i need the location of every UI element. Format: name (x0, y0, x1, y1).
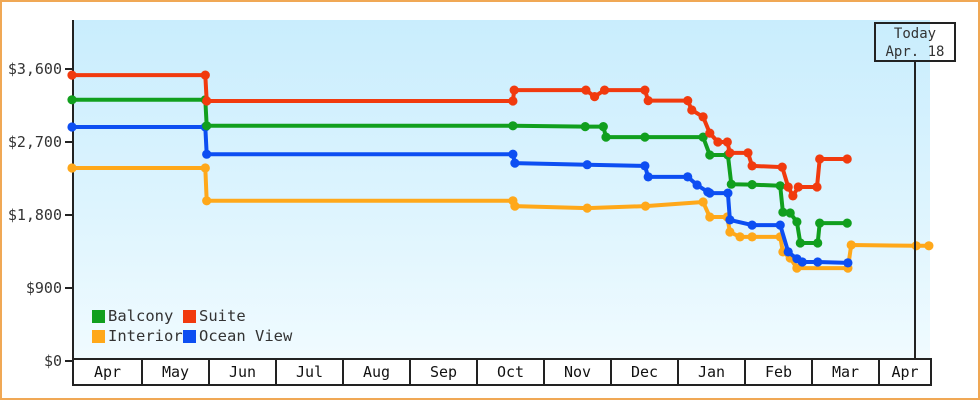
month-cell-jul-3: Jul (275, 360, 342, 384)
legend-item-balcony: Balcony (92, 307, 183, 325)
today-label: Today (893, 26, 937, 42)
legend-item-interior: Interior (92, 327, 183, 345)
month-cell-feb-10: Feb (744, 360, 811, 384)
legend-item-ocean-view: Ocean View (183, 327, 292, 345)
month-cell-may-1: May (141, 360, 208, 384)
y-tick-mark (65, 360, 72, 362)
month-cell-jan-9: Jan (677, 360, 744, 384)
legend-label: Ocean View (199, 327, 293, 345)
month-cell-oct-6: Oct (476, 360, 543, 384)
today-annotation: Today Apr. 18 (874, 22, 956, 62)
legend-swatch-ocean-view (183, 329, 196, 343)
legend: Balcony Suite Interior Ocean View (92, 306, 292, 346)
legend-swatch-balcony (92, 309, 105, 323)
y-tick-mark (65, 68, 72, 70)
legend-swatch-suite (183, 309, 196, 323)
y-tick-mark (65, 214, 72, 216)
today-marker-line (914, 62, 916, 358)
y-tick-label: $0 (43, 352, 62, 370)
x-axis-month-row: Apr May Jun Jul Aug Sep Oct Nov Dec Jan Feb Mar Apr (72, 358, 932, 386)
y-tick-label: $1,800 (7, 206, 62, 224)
month-cell-mar-11: Mar (811, 360, 878, 384)
y-tick-label: $2,700 (7, 133, 62, 151)
month-cell-jun-2: Jun (208, 360, 275, 384)
month-cell-apr-0: Apr (93, 363, 122, 381)
y-tick-mark (65, 141, 72, 143)
month-cell-nov-7: Nov (543, 360, 610, 384)
today-date: Apr. 18 (885, 44, 945, 60)
y-tick-mark (65, 287, 72, 289)
month-cell-dec-8: Dec (610, 360, 677, 384)
y-tick-label: $3,600 (7, 60, 62, 78)
legend-label: Balcony (108, 307, 174, 325)
month-cell-apr-12: Apr (878, 360, 930, 384)
legend-label: Suite (199, 307, 246, 325)
y-axis (72, 20, 74, 360)
legend-item-suite: Suite (183, 307, 246, 325)
y-tick-label: $900 (25, 279, 62, 297)
legend-label: Interior (108, 327, 183, 345)
month-cell-aug-4: Aug (342, 360, 409, 384)
month-cell-sep-5: Sep (409, 360, 476, 384)
legend-swatch-interior (92, 329, 105, 343)
